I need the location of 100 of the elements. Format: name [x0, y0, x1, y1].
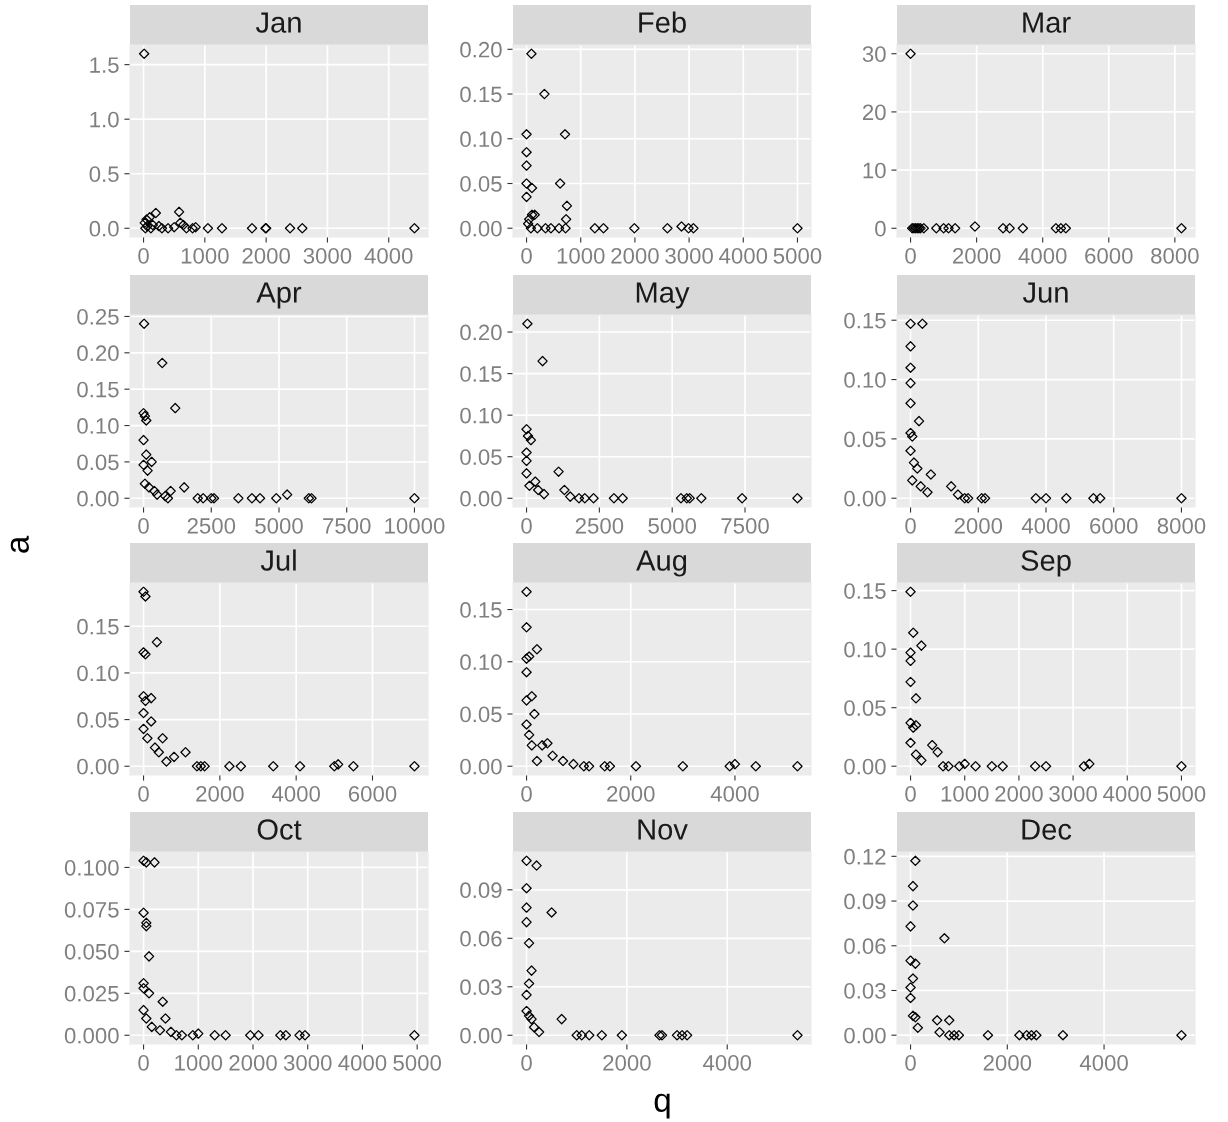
x-tick-label: 0: [905, 248, 916, 264]
y-tick-label: 0.00: [460, 220, 502, 237]
x-tick-label: 2000: [242, 248, 290, 264]
y-tick-label: 0.06: [460, 930, 502, 947]
x-tick-label: 3000: [1049, 786, 1097, 802]
x-tick-label: 4000: [1079, 1055, 1128, 1071]
chart-title: May: [636, 282, 690, 309]
x-tick-label: 0: [138, 518, 149, 534]
y-tick-label: 0.00: [460, 1027, 502, 1044]
y-tick-label: 0.15: [844, 583, 886, 599]
x-tick-label: 10000: [385, 518, 445, 534]
x-tick-label: 0: [138, 786, 149, 802]
x-tick-label: 0: [905, 1055, 916, 1071]
y-tick-label: 0: [875, 220, 886, 237]
chart-title: Jul: [260, 549, 296, 571]
y-tick-label: 0.15: [460, 86, 502, 103]
x-tick-label: 6000: [348, 786, 397, 802]
y-tick-label: 0.10: [844, 641, 886, 658]
x-tick-label: 0: [138, 1055, 149, 1071]
x-tick-label: 1000: [557, 248, 605, 264]
y-tick-label: 0.06: [844, 938, 886, 955]
y-tick-label: 0.00: [844, 490, 886, 507]
x-tick-label: 2000: [611, 248, 659, 264]
x-axis-title: q: [654, 1093, 670, 1119]
y-tick-label: 0.05: [460, 176, 502, 192]
x-tick-label: 4000: [719, 248, 768, 264]
y-tick-label: 0.15: [460, 602, 502, 618]
y-tick-label: 0.00: [77, 758, 119, 775]
x-tick-label: 5000: [255, 518, 303, 534]
y-tick-label: 0.20: [460, 324, 502, 341]
x-tick-label: 2000: [196, 786, 244, 802]
chart-title: Feb: [639, 11, 686, 33]
x-tick-label: 0: [521, 518, 532, 534]
y-tick-label: 0.05: [844, 431, 886, 448]
y-tick-label: 0.09: [844, 893, 886, 910]
y-tick-label: 0.00: [460, 758, 502, 775]
x-tick-label: 0: [521, 248, 532, 264]
y-tick-label: 0.05: [460, 449, 502, 465]
chart-title: Jun: [1022, 282, 1068, 303]
x-tick-label: 5000: [648, 518, 697, 534]
chart-title: Oct: [257, 819, 302, 840]
chart-title: Aug: [636, 550, 687, 577]
y-tick-label: 0.20: [460, 41, 502, 58]
y-tick-label: 20: [862, 104, 886, 121]
x-tick-label: 4000: [1103, 786, 1152, 802]
y-tick-label: 30: [862, 46, 886, 62]
y-tick-label: 0.050: [64, 943, 119, 960]
x-tick-label: 4000: [271, 786, 321, 802]
y-tick-label: 0.10: [77, 418, 119, 434]
x-tick-label: 2500: [575, 518, 624, 534]
y-tick-label: 0.05: [77, 712, 119, 728]
y-tick-label: 0.20: [77, 345, 119, 362]
x-tick-label: 4000: [364, 248, 413, 264]
y-tick-label: 0.09: [460, 882, 502, 899]
y-tick-label: 0.12: [844, 848, 886, 865]
x-tick-label: 8000: [1151, 248, 1199, 264]
x-tick-label: 0: [521, 1055, 532, 1071]
x-tick-label: 7500: [721, 518, 769, 534]
y-tick-label: 0.10: [460, 407, 502, 424]
y-tick-label: 0.00: [460, 490, 502, 507]
x-tick-label: 3000: [303, 248, 352, 264]
x-tick-label: 1000: [181, 248, 229, 264]
x-tick-label: 6000: [1085, 248, 1133, 264]
x-tick-label: 5000: [393, 1055, 442, 1071]
y-tick-label: 0.03: [844, 983, 886, 999]
x-tick-label: 4000: [710, 786, 759, 802]
y-tick-label: 0.00: [844, 1027, 886, 1044]
y-tick-label: 0.15: [844, 312, 886, 329]
y-tick-label: 0.03: [460, 979, 502, 996]
x-tick-label: 2000: [607, 786, 655, 802]
x-tick-label: 2000: [983, 1055, 1032, 1071]
x-tick-label: 2000: [953, 248, 1001, 264]
y-tick-label: 0.15: [460, 366, 502, 382]
y-tick-label: 0.5: [89, 166, 119, 182]
chart-title: Nov: [638, 819, 688, 840]
x-tick-label: 3000: [283, 1055, 332, 1071]
chart-title: Jan: [255, 12, 301, 33]
x-tick-label: 2000: [229, 1055, 277, 1071]
y-tick-label: 0.100: [64, 859, 119, 876]
y-tick-label: 0.05: [844, 700, 886, 716]
x-tick-label: 2500: [187, 518, 236, 534]
x-tick-label: 0: [521, 786, 532, 802]
y-tick-label: 0.10: [77, 665, 119, 682]
x-tick-label: 4000: [338, 1055, 387, 1071]
x-tick-label: 5000: [773, 248, 822, 264]
x-tick-label: 0: [905, 518, 916, 534]
y-tick-label: 0.15: [77, 381, 119, 398]
y-tick-label: 0.0: [89, 220, 119, 237]
x-tick-label: 1000: [175, 1055, 223, 1071]
x-tick-label: 4000: [1018, 248, 1067, 264]
y-tick-label: 10: [863, 162, 886, 179]
y-tick-label: 0.10: [460, 654, 502, 671]
x-tick-label: 0: [905, 786, 916, 802]
chart-title: Apr: [256, 282, 302, 309]
y-tick-label: 0.025: [64, 985, 119, 1002]
y-tick-label: 0.075: [64, 901, 119, 918]
y-tick-label: 1.0: [90, 111, 119, 128]
x-tick-label: 2000: [954, 518, 1003, 534]
x-tick-label: 2000: [603, 1055, 651, 1071]
y-tick-label: 1.5: [90, 57, 119, 73]
